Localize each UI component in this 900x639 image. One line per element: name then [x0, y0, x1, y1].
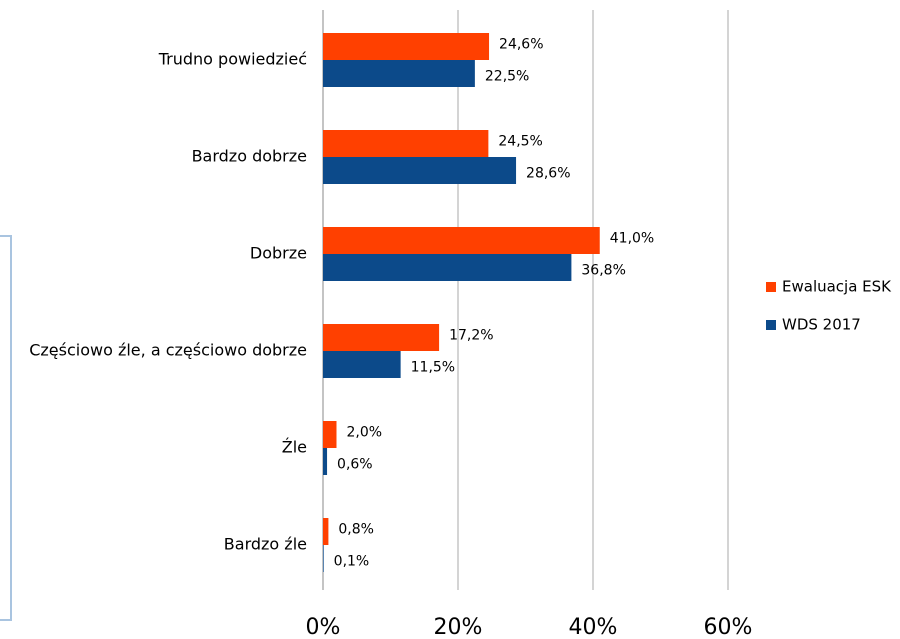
bar — [323, 324, 440, 351]
legend-swatch — [766, 282, 776, 292]
x-tick-label: 60% — [704, 615, 753, 639]
bar — [323, 130, 489, 157]
bar — [323, 33, 490, 60]
value-label: 41,0% — [610, 231, 654, 247]
value-label: 36,8% — [581, 263, 625, 279]
frame — [0, 235, 12, 621]
category-label: Bardzo źle — [224, 535, 307, 554]
category-label: Częściowo źle, a częściowo dobrze — [29, 341, 307, 360]
value-label: 0,6% — [337, 457, 373, 473]
x-tick-label: 0% — [306, 615, 341, 639]
bar — [323, 448, 328, 475]
category-label: Źle — [282, 438, 307, 457]
bar — [323, 518, 329, 545]
value-label: 0,1% — [334, 554, 370, 570]
value-label: 24,6% — [499, 37, 543, 53]
value-label: 24,5% — [498, 134, 542, 150]
bar — [323, 60, 475, 87]
legend-swatch — [766, 320, 776, 330]
value-label: 28,6% — [526, 166, 570, 182]
category-label: Dobrze — [250, 244, 307, 263]
value-label: 2,0% — [347, 425, 383, 441]
bar — [323, 254, 572, 281]
bar — [323, 351, 401, 378]
bar — [323, 421, 337, 448]
value-label: 22,5% — [485, 69, 529, 85]
value-label: 17,2% — [449, 328, 493, 344]
category-label: Trudno powiedzieć — [158, 50, 307, 69]
bar — [323, 157, 517, 184]
legend-label: Ewaluacja ESK — [782, 278, 892, 296]
bar — [323, 227, 600, 254]
category-label: Bardzo dobrze — [192, 147, 307, 166]
value-label: 0,8% — [338, 522, 374, 538]
x-tick-label: 20% — [434, 615, 483, 639]
bar — [323, 545, 324, 572]
value-label: 11,5% — [411, 360, 455, 376]
legend-label: WDS 2017 — [782, 316, 861, 334]
x-tick-label: 40% — [569, 615, 618, 639]
